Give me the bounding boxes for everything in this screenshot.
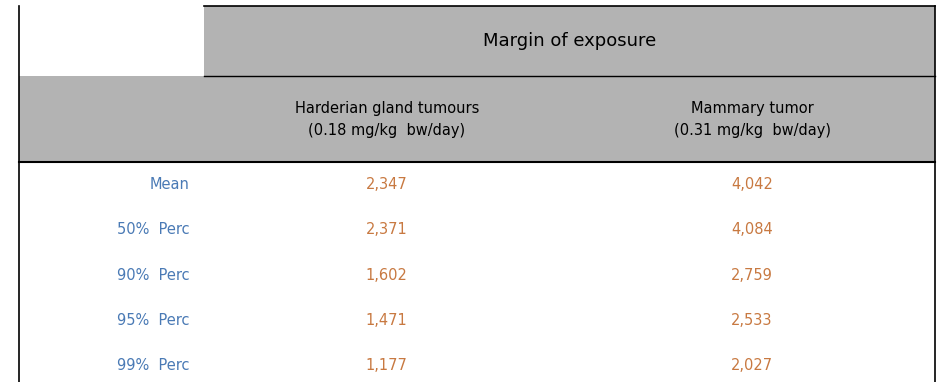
Text: Mammary tumor
(0.31 mg/kg  bw/day): Mammary tumor (0.31 mg/kg bw/day) (674, 101, 830, 138)
Text: 1,471: 1,471 (366, 312, 407, 328)
Text: 2,759: 2,759 (731, 267, 773, 283)
Bar (204, 6, 935, 76)
Text: Margin of exposure: Margin of exposure (483, 32, 656, 50)
Bar (19, 76, 935, 162)
Text: 50%  Perc: 50% Perc (117, 222, 190, 238)
Text: 1,177: 1,177 (365, 358, 408, 373)
Text: 2,027: 2,027 (731, 358, 773, 373)
Text: 4,084: 4,084 (732, 222, 772, 238)
Text: Harderian gland tumours
(0.18 mg/kg  bw/day): Harderian gland tumours (0.18 mg/kg bw/d… (294, 101, 479, 138)
Text: 2,371: 2,371 (366, 222, 407, 238)
Text: 1,602: 1,602 (365, 267, 408, 283)
Text: 99%  Perc: 99% Perc (118, 358, 190, 373)
Text: 2,347: 2,347 (366, 177, 407, 193)
Text: Mean: Mean (150, 177, 190, 193)
Text: 4,042: 4,042 (731, 177, 773, 193)
Text: 95%  Perc: 95% Perc (118, 312, 190, 328)
Text: 2,533: 2,533 (732, 312, 772, 328)
Text: 90%  Perc: 90% Perc (117, 267, 190, 283)
